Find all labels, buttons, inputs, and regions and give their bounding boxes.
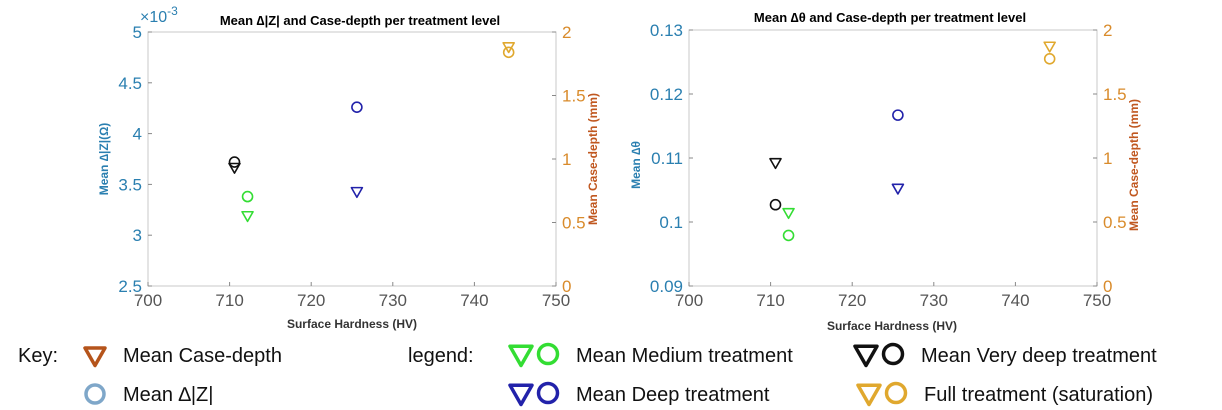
left-tick-label: 0.11 bbox=[651, 149, 683, 168]
right-tick-label: 1 bbox=[1103, 149, 1112, 168]
right-tick-label: 2 bbox=[562, 23, 571, 42]
x-tick-label: 740 bbox=[1001, 291, 1029, 310]
chart-right: Mean ∆θ and Case-depth per treatment lev… bbox=[629, 10, 1141, 333]
key-triangle-icon bbox=[83, 346, 107, 368]
legend-medium-triangle-icon bbox=[508, 344, 534, 368]
chart-left-axis-multiplier: ×10-3 bbox=[140, 4, 178, 26]
chart-right-right-ticks: 0 0.5 1 1.5 2 bbox=[1093, 21, 1127, 296]
right-tick-label: 0.5 bbox=[1103, 213, 1127, 232]
point-left-circle bbox=[782, 229, 795, 242]
legend-very-deep-circle-icon bbox=[881, 342, 905, 366]
chart-right-left-ticks: 0.09 0.1 0.11 0.12 0.13 bbox=[650, 21, 693, 296]
right-tick-label: 2 bbox=[1103, 21, 1112, 40]
x-tick-label: 700 bbox=[134, 291, 162, 310]
chart-right-y-axis-label: Mean ∆θ bbox=[629, 141, 643, 189]
x-tick-label: 700 bbox=[675, 291, 703, 310]
x-tick-label: 750 bbox=[1083, 291, 1111, 310]
left-tick-label: 3.5 bbox=[118, 175, 142, 194]
point-right-triangle bbox=[350, 186, 364, 199]
left-tick-label: 4.5 bbox=[118, 74, 142, 93]
chart-right-title: Mean ∆θ and Case-depth per treatment lev… bbox=[754, 10, 1026, 25]
left-tick-label: 0.12 bbox=[650, 85, 683, 104]
key-label: Key: bbox=[18, 345, 58, 367]
point-left-circle bbox=[228, 156, 241, 168]
legend-medium-circle-icon bbox=[536, 342, 560, 366]
legend-very-deep-text: Mean Very deep treatment bbox=[921, 345, 1157, 367]
left-tick-label: 2.5 bbox=[118, 277, 142, 296]
right-tick-label: 1.5 bbox=[562, 87, 586, 106]
point-right-triangle bbox=[782, 207, 795, 220]
legend-label: legend: bbox=[408, 345, 474, 367]
point-left-circle bbox=[241, 190, 254, 203]
key-delta-z-text: Mean ∆|Z| bbox=[123, 384, 213, 406]
point-left-circle bbox=[892, 109, 904, 121]
chart-left-left-ticks: 2.5 3 3.5 4 4.5 5 bbox=[118, 23, 152, 296]
x-tick-label: 730 bbox=[920, 291, 948, 310]
chart-right-x-axis-label: Surface Hardness (HV) bbox=[827, 319, 957, 333]
point-left-circle bbox=[351, 101, 363, 113]
x-tick-label: 710 bbox=[756, 291, 784, 310]
x-tick-label: 720 bbox=[297, 291, 325, 310]
point-right-triangle bbox=[502, 42, 515, 54]
right-tick-label: 1.5 bbox=[1103, 85, 1127, 104]
legend-section: legend: Mean Medium treatment Mean Very … bbox=[408, 342, 1157, 407]
chart-left-x-axis-label: Surface Hardness (HV) bbox=[287, 317, 417, 331]
key-section: Key: Mean Case-depth Mean ∆|Z| bbox=[18, 345, 282, 406]
legend-deep-triangle-icon bbox=[508, 383, 534, 407]
point-right-triangle bbox=[241, 210, 254, 223]
right-tick-label: 1 bbox=[562, 150, 571, 169]
x-tick-label: 750 bbox=[542, 291, 570, 310]
legend-deep-text: Mean Deep treatment bbox=[576, 384, 770, 406]
right-tick-label: 0 bbox=[1103, 277, 1112, 296]
left-tick-label: 0.13 bbox=[650, 21, 683, 40]
legend-full-triangle-icon bbox=[856, 383, 882, 407]
chart-left-right-axis-label: Mean Case-depth (mm) bbox=[586, 93, 600, 225]
left-tick-label: 5 bbox=[133, 23, 142, 42]
right-tick-label: 0 bbox=[562, 277, 571, 296]
legend-marks bbox=[508, 342, 908, 407]
chart-right-right-axis-label: Mean Case-depth (mm) bbox=[1127, 99, 1141, 231]
left-tick-label: 0.09 bbox=[650, 277, 683, 296]
point-left-circle bbox=[769, 198, 782, 211]
chart-right-marks bbox=[769, 41, 1056, 242]
point-right-triangle bbox=[891, 183, 905, 195]
chart-left-x-ticks: 700 710 720 730 740 750 bbox=[134, 282, 570, 310]
legend-full-circle-icon bbox=[884, 381, 908, 405]
x-tick-label: 740 bbox=[460, 291, 488, 310]
left-tick-label: 4 bbox=[133, 125, 142, 144]
point-left-circle bbox=[1043, 52, 1056, 65]
point-right-triangle bbox=[228, 162, 241, 174]
legend-very-deep-triangle-icon bbox=[853, 344, 879, 368]
legend-deep-circle-icon bbox=[536, 381, 560, 405]
chart-right-plot-area bbox=[688, 29, 1098, 287]
x-tick-label: 730 bbox=[379, 291, 407, 310]
left-tick-label: 3 bbox=[133, 226, 142, 245]
point-right-triangle bbox=[769, 157, 782, 170]
right-tick-label: 0.5 bbox=[562, 214, 586, 233]
left-tick-label: 0.1 bbox=[659, 213, 683, 232]
key-circle-icon bbox=[84, 383, 106, 405]
chart-left-title: Mean ∆|Z| and Case-depth per treatment l… bbox=[220, 13, 500, 28]
chart-left-marks bbox=[228, 42, 515, 223]
x-tick-label: 720 bbox=[838, 291, 866, 310]
chart-left-y-axis-label: Mean ∆|Z|(Ω) bbox=[97, 123, 111, 196]
legend-medium-text: Mean Medium treatment bbox=[576, 345, 793, 367]
chart-right-x-ticks: 700 710 720 730 740 750 bbox=[675, 282, 1111, 310]
chart-left-right-ticks: 0 0.5 1 1.5 2 bbox=[552, 23, 586, 296]
key-marks bbox=[83, 346, 107, 405]
x-tick-label: 710 bbox=[215, 291, 243, 310]
legend-full-text: Full treatment (saturation) bbox=[924, 384, 1153, 406]
key-case-depth-text: Mean Case-depth bbox=[123, 345, 282, 367]
point-right-triangle bbox=[1043, 41, 1056, 53]
point-left-circle bbox=[502, 46, 515, 59]
chart-left: Mean ∆|Z| and Case-depth per treatment l… bbox=[97, 4, 600, 331]
chart-left-plot-area bbox=[147, 31, 557, 287]
